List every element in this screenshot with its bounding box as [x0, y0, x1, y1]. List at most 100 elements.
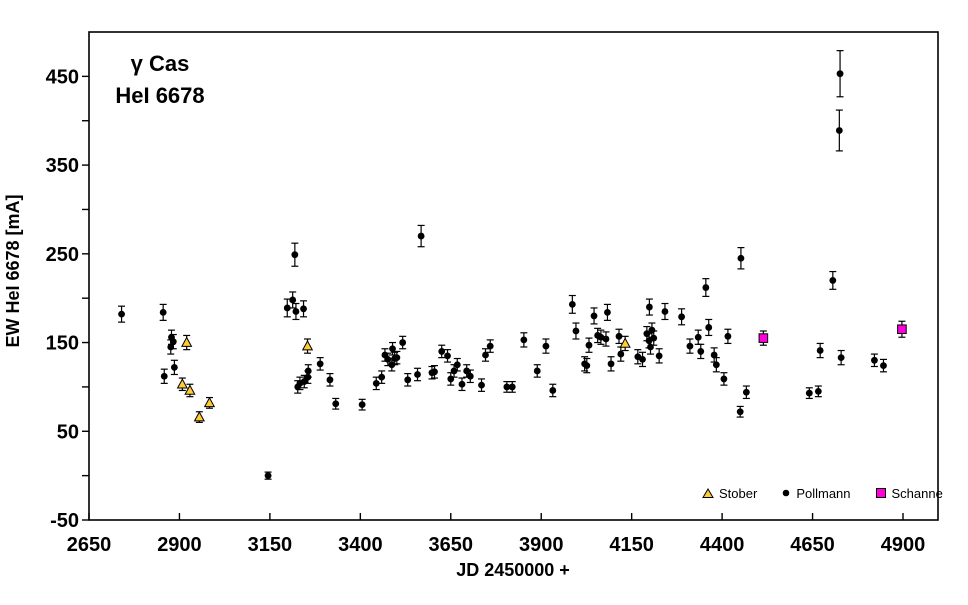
data-point-pollmann	[724, 332, 732, 340]
data-point-pollmann	[542, 342, 550, 350]
data-point-pollmann	[615, 332, 623, 340]
data-point-pollmann	[836, 70, 844, 78]
data-point-pollmann	[871, 356, 878, 364]
schanne-square-icon	[875, 488, 886, 498]
data-point-pollmann	[169, 338, 177, 346]
data-point-pollmann	[816, 347, 824, 354]
data-point-pollmann	[829, 277, 837, 284]
stober-triangle-glyph	[702, 487, 714, 498]
data-point-pollmann	[326, 376, 334, 384]
data-point-pollmann	[438, 348, 446, 355]
data-point-pollmann	[742, 388, 750, 396]
data-point-stober	[181, 336, 193, 347]
data-point-pollmann	[602, 335, 610, 343]
y-tick-label: 450	[46, 66, 79, 88]
data-point-pollmann	[694, 333, 702, 341]
data-point-pollmann	[118, 310, 125, 318]
data-point-pollmann	[447, 375, 455, 383]
data-point-pollmann	[880, 362, 887, 370]
data-point-pollmann	[568, 300, 576, 308]
data-point-stober	[203, 396, 216, 408]
legend-label-pollmann: Pollmann	[796, 485, 851, 501]
data-point-schanne	[897, 324, 907, 335]
data-point-pollmann	[814, 387, 822, 395]
data-point-pollmann	[393, 354, 401, 362]
y-tick-label: 250	[46, 244, 79, 266]
data-point-pollmann	[835, 127, 843, 134]
data-point-pollmann	[590, 312, 598, 320]
legend: Stober Pollmann Schanne	[702, 483, 943, 503]
data-point-pollmann	[389, 345, 396, 353]
data-point-pollmann	[720, 375, 728, 383]
data-point-pollmann	[837, 354, 845, 362]
data-point-stober	[184, 384, 196, 395]
x-tick-label: 4150	[609, 534, 654, 556]
stober-triangle-icon	[702, 487, 714, 498]
data-point-pollmann	[292, 308, 300, 315]
data-point-pollmann	[466, 372, 474, 380]
data-point-pollmann	[372, 379, 380, 387]
y-tick-label: 350	[46, 155, 79, 177]
x-tick-label: 3150	[248, 534, 293, 556]
data-point-pollmann	[533, 367, 541, 375]
pollmann-dot-glyph	[783, 489, 790, 497]
data-point-pollmann	[710, 351, 718, 359]
y-tick-label: 50	[57, 421, 79, 443]
data-point-stober	[619, 337, 631, 348]
x-tick-label: 4650	[790, 534, 835, 556]
schanne-square-glyph	[875, 488, 886, 498]
data-point-pollmann	[583, 362, 591, 370]
data-point-pollmann	[736, 408, 744, 416]
x-tick-label: 3650	[429, 534, 474, 556]
data-point-pollmann	[617, 350, 625, 358]
data-point-pollmann	[332, 400, 340, 408]
chart-title-line-2: HeI 6678	[115, 83, 205, 108]
legend-label-stober: Stober	[719, 485, 758, 501]
data-point-pollmann	[291, 251, 299, 259]
data-point-pollmann	[358, 401, 366, 409]
data-point-schanne	[758, 333, 769, 343]
data-point-stober	[193, 411, 205, 422]
legend-item-schanne: Schanne	[875, 486, 943, 501]
x-tick-label: 4900	[881, 534, 926, 556]
x-tick-label: 3900	[519, 534, 564, 556]
data-point-pollmann	[705, 324, 713, 331]
data-point-pollmann	[482, 351, 489, 359]
data-point-pollmann	[604, 308, 611, 316]
y-tick-label: -50	[50, 510, 79, 532]
data-point-pollmann	[384, 356, 392, 363]
data-point-pollmann	[378, 373, 386, 381]
data-point-pollmann	[399, 339, 407, 346]
data-point-pollmann	[503, 383, 511, 391]
data-point-pollmann	[478, 381, 485, 389]
x-tick-label: 2900	[157, 534, 202, 556]
data-point-pollmann	[453, 361, 461, 369]
data-point-pollmann	[647, 343, 654, 351]
data-point-pollmann	[463, 367, 471, 375]
data-point-pollmann	[300, 305, 307, 313]
data-point-pollmann	[160, 372, 168, 380]
legend-label-schanne: Schanne	[891, 485, 943, 501]
legend-item-pollmann: Pollmann	[781, 485, 851, 501]
data-point-pollmann	[458, 380, 466, 388]
data-point-pollmann	[508, 383, 516, 391]
data-point-pollmann	[520, 336, 528, 344]
data-point-pollmann	[264, 472, 272, 480]
data-point-pollmann	[414, 371, 421, 378]
data-point-pollmann	[170, 363, 178, 371]
pollmann-dot-icon	[783, 489, 790, 497]
data-point-pollmann	[404, 376, 412, 384]
data-point-pollmann	[712, 361, 720, 369]
data-point-pollmann	[655, 352, 663, 360]
x-tick-label: 4400	[700, 534, 745, 556]
data-point-stober	[301, 340, 314, 351]
data-point-pollmann	[304, 367, 312, 375]
x-tick-label: 3400	[338, 534, 383, 556]
data-point-pollmann	[650, 334, 658, 342]
data-point-pollmann	[805, 389, 813, 397]
data-point-pollmann	[686, 342, 694, 350]
data-point-pollmann	[316, 360, 324, 368]
data-point-pollmann	[486, 342, 494, 350]
